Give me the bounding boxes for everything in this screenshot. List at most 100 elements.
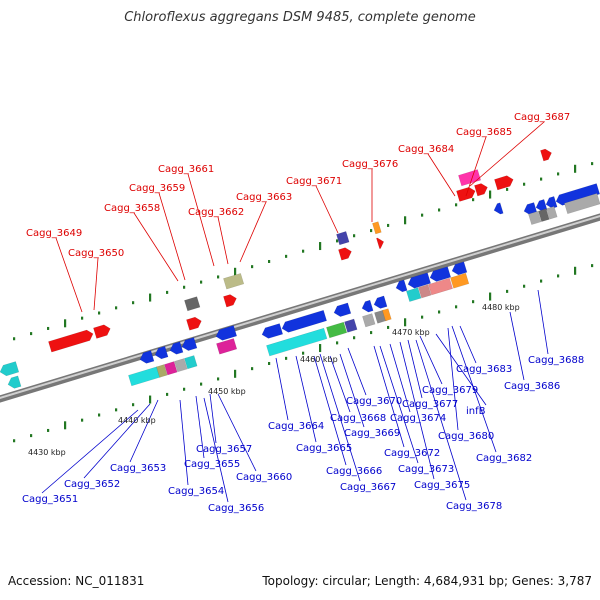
gene-feature (376, 237, 385, 250)
tick-mark (115, 306, 118, 310)
gene-label: Cagg_3669 (344, 428, 400, 439)
leader-line (469, 121, 545, 187)
gene-label: Cagg_3674 (390, 413, 446, 424)
leader-line (347, 347, 367, 396)
leader-line (55, 237, 83, 313)
tick-mark (47, 428, 50, 432)
tick-mark (234, 267, 237, 276)
gene-label: Cagg_3680 (438, 431, 494, 442)
tick-mark (557, 274, 560, 278)
leader-line (158, 192, 186, 281)
gene-labels: Cagg_3649 Cagg_3650 Cagg_3658 Cagg_3659 Cagg… (22, 112, 584, 514)
gene-label: Cagg_3665 (296, 443, 352, 454)
gene-label: Cagg_3667 (340, 482, 396, 493)
leader-line (427, 153, 456, 197)
gene-feature (266, 327, 328, 357)
gene-feature (428, 277, 453, 296)
tick-mark (319, 344, 322, 353)
tick-mark (557, 172, 560, 176)
tick-mark (506, 187, 509, 191)
leader-line (295, 355, 317, 443)
kbp-label: 4460 kbp (300, 355, 338, 364)
gene-label: Cagg_3673 (398, 464, 454, 475)
tick-mark (353, 336, 356, 340)
gene-feature (362, 313, 376, 328)
tick-mark (200, 382, 203, 386)
gene-label: Cagg_3657 (196, 444, 252, 455)
tick-mark (251, 265, 254, 269)
gene-feature (344, 318, 358, 333)
tick-mark (472, 300, 475, 304)
gene-feature (0, 361, 20, 377)
gene-feature (382, 308, 392, 322)
tick-mark (574, 266, 577, 275)
gene-feature (333, 302, 352, 317)
tick-mark (421, 315, 424, 319)
tick-mark (166, 392, 169, 396)
gene-label: Cagg_3677 (402, 399, 458, 410)
gene-feature (338, 247, 352, 261)
gene-feature (186, 316, 202, 331)
tick-mark (472, 198, 475, 202)
gene-label: Cagg_3675 (414, 480, 470, 491)
tick-mark (302, 249, 305, 253)
gene-label: Cagg_3659 (129, 183, 185, 194)
gene-feature (407, 272, 431, 289)
gene-feature (223, 294, 237, 308)
tick-mark (455, 305, 458, 309)
gene-label: Cagg_3670 (346, 396, 402, 407)
gene-label: Cagg_3682 (476, 453, 532, 464)
gene-label: Cagg_3658 (104, 203, 160, 214)
tick-mark (455, 203, 458, 207)
gene-feature (546, 206, 558, 220)
tick-mark (81, 316, 84, 320)
tick-mark (98, 413, 101, 417)
gene-feature (326, 321, 348, 339)
accession-text: Accession: NC_011831 (8, 574, 145, 588)
gene-feature (139, 350, 155, 364)
leader-line (129, 399, 159, 463)
gene-feature (451, 261, 468, 276)
gene-label: Cagg_3666 (326, 466, 382, 477)
gene-label: Cagg_3685 (456, 127, 512, 138)
tick-mark (540, 279, 543, 283)
gene-feature (493, 202, 504, 215)
tick-mark (336, 239, 339, 243)
gene-feature (156, 364, 168, 378)
kbp-label: 4440 kbp (118, 416, 156, 425)
tick-mark (438, 310, 441, 314)
map-title: Chloroflexus aggregans DSM 9485, complet… (124, 10, 476, 25)
tick-mark (387, 325, 390, 329)
lower-tick-track (13, 264, 594, 443)
tick-mark (285, 254, 288, 258)
tick-mark (64, 319, 67, 328)
tick-mark (370, 229, 373, 233)
tick-mark (183, 285, 186, 289)
gene-label: Cagg_3652 (64, 479, 120, 490)
tick-mark (234, 369, 237, 378)
gene-label: Cagg_3671 (286, 176, 342, 187)
kbp-label: 4470 kbp (392, 328, 430, 337)
leader-line (41, 409, 139, 494)
tick-mark (13, 337, 16, 341)
leader-line (313, 355, 347, 466)
tick-mark (370, 331, 373, 335)
tick-mark (319, 242, 322, 251)
leader-line (239, 201, 267, 263)
tick-mark (489, 190, 492, 199)
kbp-label: 4430 kbp (28, 448, 66, 457)
gene-label: Cagg_3655 (184, 459, 240, 470)
gene-feature (540, 148, 552, 162)
gene-label: Cagg_3678 (446, 501, 502, 512)
genome-summary-text: Topology: circular; Length: 4,684,931 bp… (262, 574, 592, 588)
tick-mark (149, 293, 152, 302)
leader-line (435, 333, 487, 406)
leader-line (203, 397, 229, 503)
leader-line (415, 339, 467, 501)
tick-mark (489, 292, 492, 301)
gene-feature (395, 279, 408, 293)
gene-feature (48, 329, 94, 353)
gene-feature (184, 296, 201, 312)
gene-label: Cagg_3649 (26, 228, 82, 239)
